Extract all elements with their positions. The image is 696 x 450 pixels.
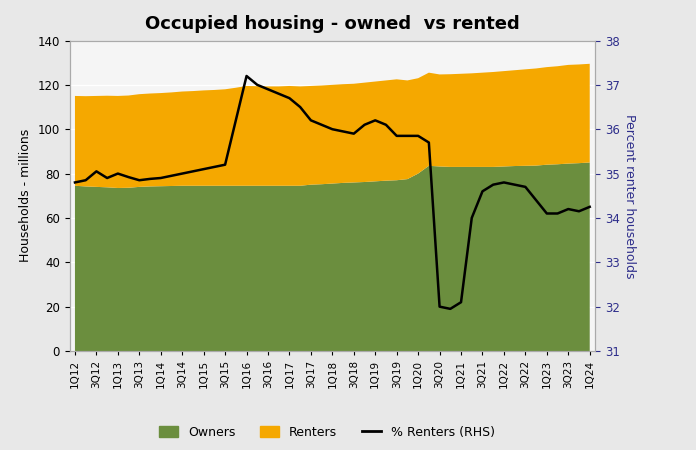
Title: Occupied housing - owned  vs rented: Occupied housing - owned vs rented (145, 15, 520, 33)
Legend: Owners, Renters, % Renters (RHS): Owners, Renters, % Renters (RHS) (155, 421, 500, 444)
Y-axis label: Percent renter households: Percent renter households (624, 113, 636, 278)
Y-axis label: Households - millions: Households - millions (19, 129, 32, 262)
